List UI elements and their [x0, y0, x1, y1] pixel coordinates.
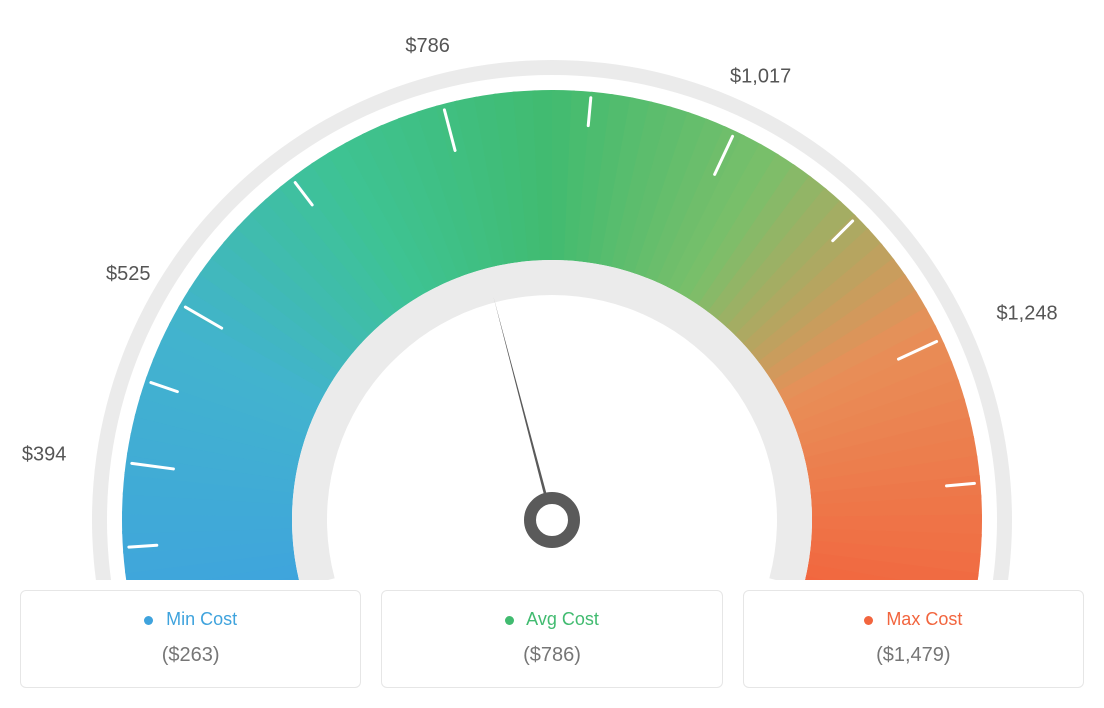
svg-text:$394: $394	[22, 444, 67, 466]
svg-text:$1,248: $1,248	[996, 303, 1057, 325]
chart-container: $263$394$525$786$1,017$1,248$1,479 Min C…	[20, 20, 1084, 688]
min-cost-label-row: Min Cost	[31, 609, 350, 630]
avg-cost-value: ($786)	[392, 644, 711, 667]
avg-cost-label-row: Avg Cost	[392, 609, 711, 630]
max-dot-icon	[864, 616, 873, 625]
svg-text:$1,017: $1,017	[730, 66, 791, 88]
max-cost-value: ($1,479)	[754, 644, 1073, 667]
avg-dot-icon	[505, 616, 514, 625]
min-dot-icon	[144, 616, 153, 625]
max-cost-label: Max Cost	[886, 609, 962, 629]
svg-text:$786: $786	[405, 35, 450, 57]
max-cost-card: Max Cost ($1,479)	[743, 590, 1084, 688]
min-cost-label: Min Cost	[166, 609, 237, 629]
avg-cost-label: Avg Cost	[526, 609, 599, 629]
gauge-chart: $263$394$525$786$1,017$1,248$1,479	[20, 20, 1084, 580]
avg-cost-card: Avg Cost ($786)	[381, 590, 722, 688]
gauge-svg: $263$394$525$786$1,017$1,248$1,479	[20, 20, 1084, 580]
max-cost-label-row: Max Cost	[754, 609, 1073, 630]
svg-text:$525: $525	[106, 263, 151, 285]
min-cost-value: ($263)	[31, 644, 350, 667]
min-cost-card: Min Cost ($263)	[20, 590, 361, 688]
summary-cards: Min Cost ($263) Avg Cost ($786) Max Cost…	[20, 590, 1084, 688]
